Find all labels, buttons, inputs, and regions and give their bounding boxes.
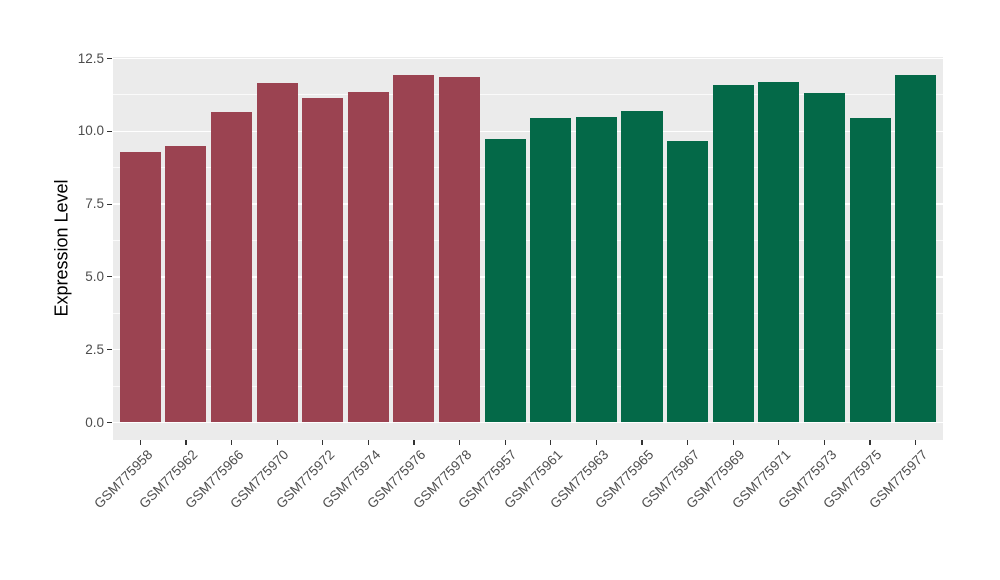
gridline-minor <box>113 94 943 96</box>
bar-GSM775970 <box>256 83 298 423</box>
x-tick-mark <box>413 440 415 445</box>
y-tick-label: 5.0 <box>85 268 104 284</box>
y-tick-label: 7.5 <box>85 196 104 212</box>
x-tick-mark <box>504 440 506 445</box>
bar-GSM775975 <box>849 118 891 423</box>
gridline-major <box>113 421 943 424</box>
x-tick-mark <box>778 440 780 445</box>
bar-GSM775965 <box>621 110 663 423</box>
x-tick-mark <box>367 440 369 445</box>
y-tick-label: 10.0 <box>77 123 104 139</box>
gridline-major <box>113 348 943 351</box>
bar-GSM775962 <box>165 145 207 423</box>
bar-GSM775958 <box>119 151 161 423</box>
x-tick-mark <box>276 440 278 445</box>
x-tick-mark <box>823 440 825 445</box>
gridline-major <box>113 203 943 205</box>
y-tick-mark <box>107 349 112 351</box>
y-tick-mark <box>107 57 112 60</box>
y-tick-mark <box>107 421 112 424</box>
y-tick-label: 12.5 <box>77 50 104 66</box>
x-tick-mark <box>185 440 187 445</box>
gridline-minor <box>113 312 943 314</box>
y-tick-label: 2.5 <box>85 341 104 357</box>
bar-GSM775974 <box>347 91 389 423</box>
bar-GSM775976 <box>393 74 435 423</box>
x-tick-mark <box>687 440 689 445</box>
bar-GSM775963 <box>575 116 617 423</box>
gridline-major <box>113 130 943 133</box>
y-tick-label: 0.0 <box>85 414 104 430</box>
x-tick-mark <box>732 440 734 445</box>
bar-GSM775957 <box>484 138 526 423</box>
x-tick-mark <box>915 440 917 445</box>
x-tick-mark <box>459 440 461 445</box>
bar-GSM775961 <box>530 118 572 423</box>
bar-GSM775972 <box>302 97 344 423</box>
bar-GSM775971 <box>758 81 800 423</box>
gridline-minor <box>113 385 943 387</box>
gridline-major <box>113 276 943 278</box>
bar-GSM775973 <box>803 93 845 423</box>
x-tick-mark <box>231 440 233 445</box>
bar-GSM775967 <box>667 141 709 423</box>
gridline-minor <box>113 167 943 169</box>
y-tick-mark <box>107 130 112 132</box>
x-tick-mark <box>641 440 643 445</box>
bar-GSM775966 <box>211 112 253 423</box>
bar-GSM775969 <box>712 84 754 423</box>
y-tick-mark <box>107 276 112 278</box>
x-tick-mark <box>550 440 552 445</box>
x-tick-mark <box>595 440 597 445</box>
bar-GSM775977 <box>895 74 937 423</box>
gridline-minor <box>113 240 943 241</box>
gridline-major <box>113 57 943 60</box>
x-tick-mark <box>322 440 324 445</box>
y-axis-title: Expression Level <box>51 178 72 317</box>
x-tick-mark <box>869 440 871 445</box>
x-tick-mark <box>139 440 141 445</box>
y-tick-mark <box>107 203 112 205</box>
bar-GSM775978 <box>439 77 481 423</box>
